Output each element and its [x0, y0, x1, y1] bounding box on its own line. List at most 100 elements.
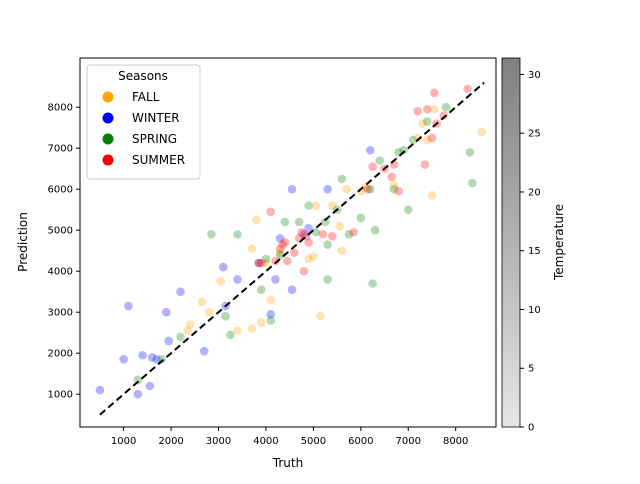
- point-summer: [413, 107, 423, 116]
- x-tick-label: 7000: [396, 436, 421, 447]
- point-fall: [328, 201, 337, 210]
- point-winter: [287, 285, 297, 294]
- y-tick-label: 7000: [48, 144, 73, 155]
- point-spring: [261, 254, 271, 264]
- point-fall: [477, 127, 487, 137]
- point-spring: [311, 227, 321, 237]
- point-summer: [271, 256, 280, 266]
- legend-entries: FALL WINTER SPRING SUMMER: [102, 90, 185, 167]
- y-axis-label: Prediction: [16, 212, 30, 272]
- point-fall: [342, 184, 351, 194]
- point-fall: [309, 252, 318, 262]
- colorbar-tick-label: 5: [528, 364, 534, 375]
- point-spring: [337, 174, 347, 184]
- point-fall: [427, 191, 437, 200]
- point-summer: [275, 244, 285, 253]
- x-tick-label: 3000: [206, 436, 231, 447]
- point-summer: [328, 232, 337, 241]
- point-summer: [430, 88, 439, 98]
- point-summer: [297, 227, 306, 237]
- point-spring: [370, 225, 380, 235]
- legend: Seasons FALL WINTER SPRING SUMMER: [86, 64, 201, 180]
- point-spring: [266, 316, 275, 325]
- legend-label-spring: SPRING: [132, 132, 177, 146]
- point-fall: [247, 324, 257, 333]
- point-fall: [261, 258, 271, 268]
- colorbar-tick-label: 15: [528, 246, 541, 257]
- colorbar-tick-label: 0: [528, 423, 534, 434]
- point-spring: [294, 217, 304, 227]
- point-fall: [430, 104, 439, 114]
- legend-title: Seasons: [118, 69, 168, 83]
- point-summer: [254, 258, 264, 268]
- point-spring: [375, 156, 385, 165]
- point-spring: [465, 148, 475, 157]
- point-spring: [365, 184, 375, 194]
- point-summer: [299, 266, 309, 276]
- y-tick-label: 8000: [48, 103, 73, 114]
- point-spring: [256, 285, 266, 294]
- point-spring: [356, 213, 366, 223]
- point-summer: [304, 238, 313, 247]
- point-fall: [197, 297, 207, 307]
- point-winter: [266, 309, 275, 319]
- point-spring: [304, 201, 313, 210]
- point-winter: [233, 275, 242, 284]
- point-spring: [176, 332, 185, 342]
- point-winter: [147, 353, 157, 362]
- point-winter: [218, 262, 228, 272]
- legend-marker-spring: [102, 133, 114, 145]
- x-tick-label: 8000: [443, 436, 468, 447]
- point-fall: [256, 318, 266, 327]
- colorbar-tick-label: 10: [528, 305, 541, 316]
- point-spring: [368, 279, 377, 288]
- point-winter: [164, 336, 174, 346]
- point-fall: [233, 326, 242, 335]
- x-tick-label: 1000: [111, 436, 136, 447]
- colorbar-tick-label: 20: [528, 187, 541, 198]
- points-layer: [95, 84, 487, 399]
- x-tick-label: 6000: [348, 436, 373, 447]
- point-spring: [207, 230, 216, 239]
- point-summer: [420, 160, 430, 169]
- x-tick-label: 5000: [301, 436, 326, 447]
- point-winter: [152, 355, 162, 364]
- point-winter: [271, 275, 280, 284]
- point-fall: [252, 215, 261, 225]
- legend-label-fall: FALL: [132, 90, 160, 104]
- point-spring: [389, 184, 399, 194]
- point-summer: [363, 184, 373, 194]
- point-winter: [287, 184, 297, 194]
- point-fall: [356, 186, 366, 196]
- point-summer: [282, 256, 292, 266]
- y-axis: 1000 2000 3000 4000 5000 6000 7000 8000: [48, 103, 80, 401]
- point-spring: [226, 330, 235, 340]
- y-tick-label: 5000: [48, 226, 73, 237]
- legend-label-winter: WINTER: [132, 111, 180, 125]
- point-fall: [266, 295, 275, 305]
- point-fall: [275, 248, 285, 258]
- legend-marker-winter: [102, 112, 114, 124]
- colorbar-tick-label: 25: [528, 129, 541, 140]
- point-spring: [157, 355, 166, 364]
- point-spring: [320, 217, 330, 227]
- legend-box: [86, 64, 201, 180]
- point-summer: [427, 133, 437, 143]
- point-summer: [266, 207, 275, 217]
- point-fall: [418, 119, 427, 128]
- point-summer: [463, 84, 472, 94]
- point-spring: [323, 275, 332, 284]
- y-tick-label: 1000: [48, 390, 73, 401]
- point-winter: [124, 301, 133, 311]
- point-spring: [399, 145, 408, 155]
- colorbar-tick-label: 30: [528, 70, 541, 81]
- point-fall: [204, 307, 214, 317]
- point-summer: [422, 104, 432, 114]
- point-winter: [138, 350, 147, 360]
- point-fall: [183, 326, 192, 335]
- x-axis: 1000 2000 3000 4000 5000 6000 7000 8000: [111, 427, 468, 447]
- reference-line: [99, 81, 485, 416]
- point-fall: [247, 244, 257, 253]
- y-tick-label: 2000: [48, 349, 73, 360]
